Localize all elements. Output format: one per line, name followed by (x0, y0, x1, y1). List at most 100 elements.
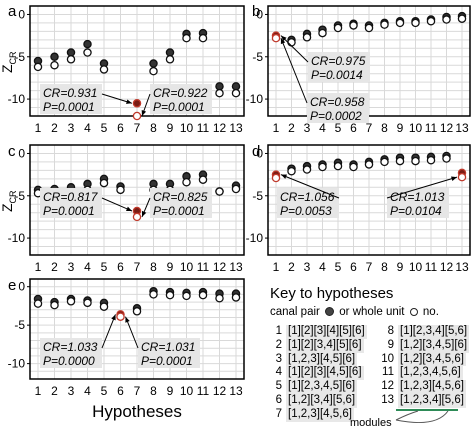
point-whole-unit (395, 18, 405, 28)
key-row-number: 8 (387, 325, 394, 337)
y-tick-label: -10 (246, 92, 264, 106)
key-row: 1 [1][2][3][4][5][6] (268, 325, 367, 339)
point-whole-unit (442, 154, 451, 163)
panel-b: b0-5-101 2 3 4 5 6 7 8 9 10 11 12 13CR=0.975P=0.0014… (246, 3, 471, 135)
x-tick-label: 13 (455, 260, 469, 274)
annotation-cr: CR=0.931 (43, 86, 97, 100)
point-whole-unit (333, 23, 343, 33)
key-row: 3 [1,2,3][4,5][6] (268, 352, 367, 367)
key-row: 10 [1,2][3,4,5,6] (380, 352, 469, 367)
arrowhead-icon (141, 110, 147, 116)
x-tick-label: 13 (229, 260, 243, 274)
annotation-cr: CR=0.817 (43, 190, 99, 204)
key-row: 13 [1,2,3,4][5,6] (380, 393, 469, 408)
point-whole-unit (198, 290, 208, 300)
x-tick-label: 2 (288, 260, 295, 274)
key-row-number: 5 (275, 380, 282, 393)
arrowhead-icon (126, 206, 132, 211)
x-tick-label: 8 (381, 260, 388, 274)
x-tick-label: 12 (213, 260, 227, 274)
x-tick-label: 10 (180, 121, 194, 135)
x-tick-label: 11 (425, 121, 438, 135)
x-tick-label: 11 (197, 121, 210, 135)
x-tick-label: 5 (335, 260, 342, 274)
panel-label: c (8, 143, 16, 160)
point-whole-unit (182, 33, 191, 43)
annotation-p: P=0.0001 (153, 100, 205, 114)
y-tick-label: 0 (256, 7, 263, 21)
point-canal-pair (132, 99, 142, 108)
x-tick-label: 6 (117, 260, 124, 274)
filled-circle-icon (325, 307, 335, 316)
point-whole-unit (349, 162, 358, 172)
key-rows-right: 8 [1][2,3,4][5,6] 9 [1,2][3,4,5][6] 10 [1,2][… (380, 325, 470, 408)
annotation-arrow (101, 314, 116, 349)
x-tick-label: 13 (455, 121, 469, 135)
annotation-cr: CR=1.031 (141, 340, 195, 354)
point-whole-unit (215, 88, 224, 98)
x-tick-label: 3 (68, 384, 75, 398)
arrowhead-icon (281, 174, 287, 179)
x-tick-label: 6 (117, 121, 124, 135)
point-whole-unit (271, 33, 281, 43)
point-whole-unit (349, 21, 358, 30)
point-whole-unit (411, 156, 420, 166)
key-row-number: 13 (381, 393, 394, 406)
annotation-p: P=0.0001 (141, 354, 193, 368)
point-canal-pair (83, 39, 92, 49)
annotation-arrow (280, 37, 308, 104)
point-whole-unit (50, 60, 59, 70)
key-row-code: [1][2][3,4][5][6] (286, 338, 364, 353)
annotation-cr: CR=0.922 (153, 86, 208, 100)
x-tick-label: 6 (350, 121, 357, 135)
point-whole-unit (149, 66, 158, 76)
x-tick-label: 9 (167, 384, 174, 398)
x-tick-label: 11 (197, 260, 210, 274)
point-whole-unit (287, 166, 296, 176)
annotation-box (40, 84, 102, 114)
annotation-p: P=0.0000 (43, 354, 95, 368)
point-whole-unit (411, 18, 420, 28)
key-row-number: 4 (275, 366, 282, 379)
key-row-number: 6 (275, 393, 282, 406)
x-tick-label: 2 (51, 260, 58, 274)
x-tick-label: 7 (134, 121, 141, 135)
x-tick-label: 8 (381, 121, 388, 135)
point-whole-unit (318, 28, 327, 38)
point-whole-unit (132, 212, 142, 222)
annotation-cr: CR=1.056 (280, 190, 335, 204)
x-tick-label: 8 (150, 121, 157, 135)
point-whole-unit (380, 157, 389, 167)
legend-or-label: or whole unit (339, 306, 405, 318)
x-tick-label: 4 (84, 121, 91, 135)
legend-no-label: no. (422, 306, 439, 318)
x-axis-label: Hypotheses (92, 402, 182, 421)
point-whole-unit (132, 307, 142, 316)
x-tick-label: 5 (101, 384, 108, 398)
arrowhead-icon (125, 316, 130, 323)
point-whole-unit (99, 302, 109, 311)
key-row-code: [1][2,3,4][5,6] (398, 325, 470, 339)
annotation-p: P=0.0001 (43, 204, 95, 218)
point-whole-unit (302, 165, 312, 174)
x-tick-label: 3 (68, 260, 75, 274)
annotation-arrow (280, 35, 309, 63)
panel-e: e 0-5-101 2 3 4 5 6 7 8 9 10 11 12 13HypothesesCR=1.0… (8, 277, 245, 421)
x-tick-label: 12 (440, 121, 454, 135)
modules-label: modules (350, 417, 392, 429)
annotation-cr: CR=1.013 (390, 190, 445, 204)
key-row-number: 7 (275, 407, 282, 420)
annotation-arrow (386, 176, 458, 199)
point-whole-unit (182, 177, 191, 187)
point-whole-unit (215, 293, 224, 303)
point-whole-unit (426, 16, 436, 26)
point-whole-unit (364, 23, 374, 33)
point-whole-unit (318, 162, 327, 172)
x-tick-label: 5 (335, 121, 342, 135)
arrowhead-icon (141, 210, 147, 217)
x-tick-label: 4 (84, 260, 91, 274)
x-tick-label: 6 (350, 260, 357, 274)
x-tick-label: 13 (229, 121, 243, 135)
panel-label: d (252, 143, 260, 160)
x-tick-label: 1 (35, 384, 42, 398)
